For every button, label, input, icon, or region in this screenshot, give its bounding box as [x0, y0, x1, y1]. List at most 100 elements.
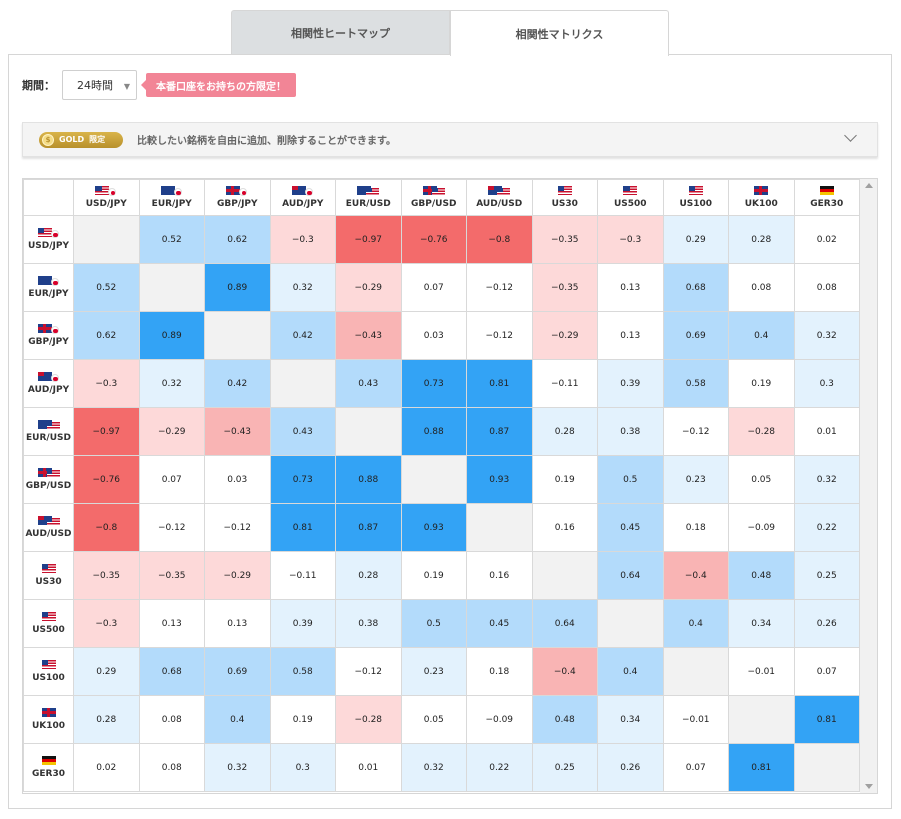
matrix-cell: −0.3 — [269, 215, 336, 264]
matrix-cell: −0.76 — [400, 215, 467, 264]
matrix-cell: −0.3 — [73, 599, 140, 648]
matrix-cell: 0.81 — [728, 743, 795, 792]
matrix-cell: −0.28 — [728, 407, 795, 456]
matrix-cell: 0.08 — [728, 263, 795, 312]
matrix-cell: 0.38 — [335, 599, 402, 648]
row-header-label: UK100 — [31, 721, 66, 731]
row-header-label: EUR/JPY — [28, 289, 69, 299]
matrix-cell: 0.19 — [531, 455, 598, 504]
matrix-cell: −0.29 — [335, 263, 402, 312]
notice-arrow — [141, 80, 146, 90]
period-select[interactable]: 24時間 ▼ — [62, 70, 137, 100]
matrix-table: USD/JPY EUR/JPY GBP/JPY AUD/JPY EUR/USD GBP/U… — [23, 179, 860, 792]
chevron-down-icon[interactable] — [844, 129, 857, 142]
matrix-cell: 0.32 — [138, 359, 205, 408]
matrix-cell: 0.05 — [728, 455, 795, 504]
flag-icon — [38, 564, 60, 573]
scroll-up-icon[interactable] — [865, 183, 873, 188]
matrix-row: GER30 0.02 0.08 0.32 0.3 0.01 0.32 0.22 0.25 0.26… — [23, 743, 860, 792]
matrix-cell: −0.43 — [335, 311, 402, 360]
matrix-cell: −0.09 — [728, 503, 795, 552]
matrix-cell: 0.88 — [335, 455, 402, 504]
scroll-down-icon[interactable] — [865, 784, 873, 789]
matrix-cell-diagonal — [793, 743, 860, 792]
column-header-label: AUD/USD — [476, 199, 523, 209]
matrix-cell: 0.87 — [335, 503, 402, 552]
column-header: EUR/USD — [335, 179, 402, 216]
matrix-cell-diagonal — [73, 215, 140, 264]
flag-icon — [38, 756, 60, 765]
matrix-cell: 0.05 — [400, 695, 467, 744]
matrix-cell: 0.62 — [204, 215, 271, 264]
flag-icon — [816, 186, 838, 195]
matrix-cell: 0.38 — [597, 407, 664, 456]
matrix-cell: 0.13 — [597, 311, 664, 360]
matrix-cell: 0.23 — [400, 647, 467, 696]
matrix-cell: 0.69 — [204, 647, 271, 696]
column-header-label: US100 — [679, 199, 713, 209]
matrix-cell: −0.76 — [73, 455, 140, 504]
column-header: GBP/USD — [400, 179, 467, 216]
matrix-cell: 0.07 — [400, 263, 467, 312]
matrix-cell: 0.08 — [793, 263, 860, 312]
column-header: EUR/JPY — [138, 179, 205, 216]
matrix-cell: 0.26 — [793, 599, 860, 648]
matrix-cell: 0.39 — [269, 599, 336, 648]
row-header: GBP/JPY — [23, 311, 74, 360]
matrix-cell: 0.26 — [597, 743, 664, 792]
matrix-cell: 0.25 — [793, 551, 860, 600]
row-header-label: GBP/JPY — [28, 337, 69, 347]
matrix-cell: 0.32 — [793, 455, 860, 504]
row-header: UK100 — [23, 695, 74, 744]
column-header: US100 — [662, 179, 729, 216]
matrix-cell: 0.22 — [466, 743, 533, 792]
matrix-cell: 0.18 — [662, 503, 729, 552]
matrix-cell: −0.97 — [73, 407, 140, 456]
matrix-cell-diagonal — [400, 455, 467, 504]
matrix-cell: 0.4 — [597, 647, 664, 696]
matrix-cell: 0.73 — [400, 359, 467, 408]
row-header-label: AUD/USD — [25, 529, 72, 539]
matrix-cell-diagonal — [335, 407, 402, 456]
vertical-scrollbar[interactable] — [860, 179, 877, 793]
matrix-cell: 0.13 — [204, 599, 271, 648]
matrix-cell: 0.34 — [728, 599, 795, 648]
gold-feature-bar[interactable]: $ GOLD 限定 比較したい銘柄を自由に追加、削除することができます。 — [22, 122, 878, 157]
matrix-cell: −0.3 — [597, 215, 664, 264]
row-header-label: GER30 — [32, 769, 65, 779]
gold-bar-text: 比較したい銘柄を自由に追加、削除することができます。 — [137, 136, 396, 147]
column-header-label: US500 — [613, 199, 647, 209]
matrix-cell: 0.08 — [138, 695, 205, 744]
matrix-cell: 0.89 — [138, 311, 205, 360]
matrix-cell: 0.45 — [466, 599, 533, 648]
matrix-cell: 0.32 — [269, 263, 336, 312]
matrix-cell: −0.35 — [531, 215, 598, 264]
matrix-cell-diagonal — [466, 503, 533, 552]
matrix-corner — [23, 179, 74, 216]
matrix-cell: 0.16 — [466, 551, 533, 600]
matrix-cell: 0.73 — [269, 455, 336, 504]
row-header: US30 — [23, 551, 74, 600]
row-header: GER30 — [23, 743, 74, 792]
matrix-cell: −0.29 — [531, 311, 598, 360]
row-header: USD/JPY — [23, 215, 74, 264]
matrix-cell: 0.29 — [662, 215, 729, 264]
row-header: AUD/JPY — [23, 359, 74, 408]
matrix-cell: −0.09 — [466, 695, 533, 744]
flag-icon — [37, 516, 60, 526]
flag-icon — [37, 468, 60, 478]
matrix-cell: 0.52 — [73, 263, 140, 312]
matrix-cell: 0.07 — [662, 743, 729, 792]
column-header-label: GBP/JPY — [216, 199, 258, 209]
column-header-label: UK100 — [744, 199, 778, 209]
matrix-cell: −0.11 — [531, 359, 598, 408]
matrix-cell: 0.48 — [728, 551, 795, 600]
flag-icon — [619, 186, 641, 195]
matrix-cell-diagonal — [728, 695, 795, 744]
live-account-notice: 本番口座をお持ちの方限定！ — [146, 73, 296, 97]
flag-icon — [37, 276, 60, 286]
tab-matrix[interactable]: 相関性マトリクス — [450, 10, 669, 56]
tab-heatmap[interactable]: 相関性ヒートマップ — [231, 10, 450, 55]
matrix-cell: 0.28 — [531, 407, 598, 456]
row-header-label: AUD/JPY — [27, 385, 70, 395]
